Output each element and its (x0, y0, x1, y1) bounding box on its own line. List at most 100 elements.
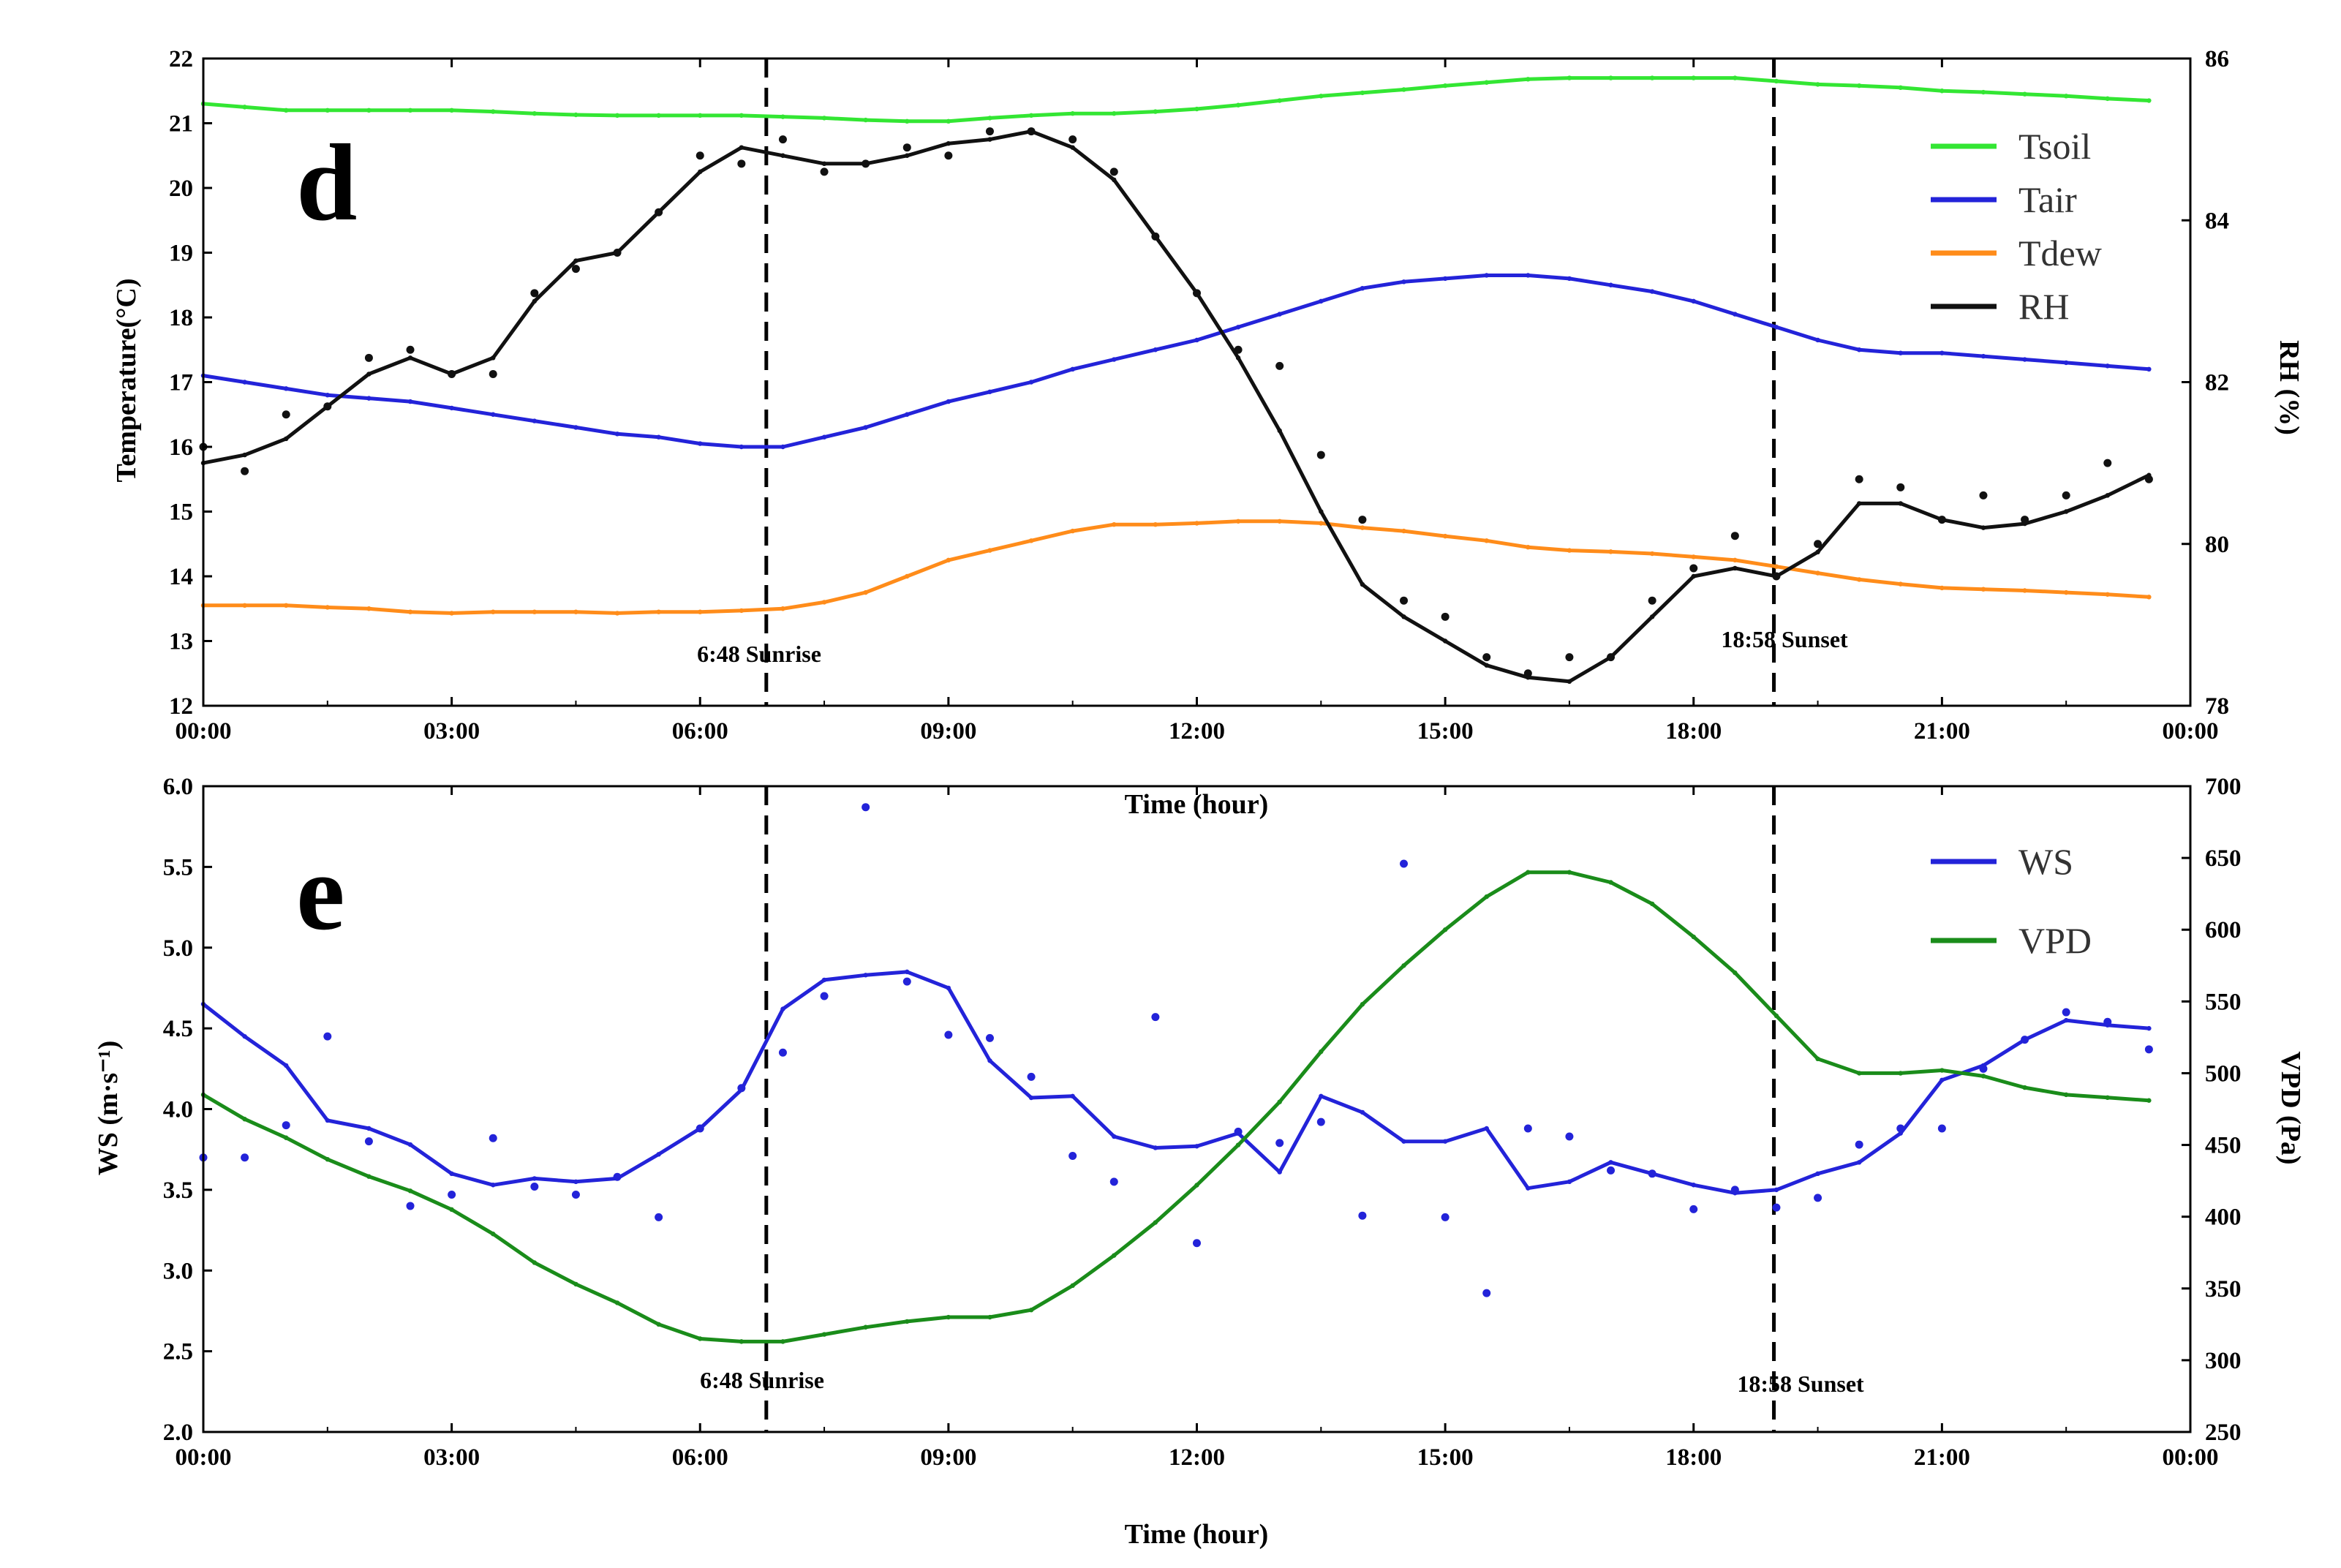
panel-d-ytick-left-label: 19 (169, 241, 193, 267)
panel-e-ws-marker (1856, 1160, 1862, 1165)
panel-d-tair-marker (1608, 282, 1613, 287)
panel-d-tsoil-marker (1815, 82, 1820, 87)
panel-e-ws-observations-point (241, 1153, 249, 1162)
panel-e-ws-marker (1401, 1139, 1406, 1144)
panel-e-ws-marker (1112, 1134, 1117, 1139)
panel-d-xtick-label: 06:00 (672, 718, 728, 745)
panel-e-vpd-marker (491, 1232, 496, 1237)
panel-d-ytick-right-label: 82 (2205, 370, 2229, 396)
panel-e-ws-observations-point (1441, 1213, 1450, 1221)
panel-d-tsoil-marker (1070, 111, 1075, 116)
panel-e-ytick-right-label: 250 (2205, 1420, 2242, 1446)
panel-e-ws-observations-point (1565, 1132, 1574, 1141)
panel-e-ws-marker (2146, 1025, 2152, 1031)
panel-d-tdew-marker (1608, 549, 1613, 554)
panel-e-ws-observations-point (448, 1190, 456, 1199)
panel-d-tsoil-marker (1898, 85, 1903, 91)
panel-d-xtick-label: 00:00 (2163, 718, 2219, 745)
panel-d-rh-observations-point (1068, 135, 1077, 144)
panel-d-tdew-marker (2063, 589, 2069, 595)
panel-d-rh-observations-point (778, 135, 787, 144)
panel-d-event-label-6-48-sunrise: 6:48 Sunrise (697, 641, 821, 667)
panel-d-ytick-right-label: 78 (2205, 693, 2229, 720)
panel-e-ytick-right-label: 350 (2205, 1276, 2242, 1303)
panel-e-xtick-label: 00:00 (2163, 1444, 2219, 1471)
panel-e-vpd-marker (1070, 1283, 1075, 1289)
panel-d-rh-marker (2105, 493, 2110, 498)
panel-e-ytick-left-label: 6.0 (163, 774, 193, 800)
panel-d-ytick-left-label: 14 (169, 564, 193, 590)
panel-e-ws-observations-point (778, 1048, 787, 1057)
panel-d-tair-marker (1235, 325, 1241, 330)
panel-d-rh-marker (698, 169, 703, 175)
panel-e-vpd-marker (1484, 894, 1489, 900)
panel-d-tair-marker (242, 380, 247, 385)
panel-e-ws-marker (366, 1126, 372, 1131)
panel-d-tair-marker (1733, 312, 1738, 317)
panel-d-tair-marker (739, 444, 744, 450)
panel-e-ws-observations-point (1275, 1139, 1284, 1147)
panel-d-event-label-18-58-sunset: 18:58 Sunset (1721, 626, 1848, 652)
panel-d-tsoil-marker (2146, 98, 2152, 103)
panel-d-xtick-label: 12:00 (1169, 718, 1225, 745)
panel-e-ws-observations-point (1400, 859, 1409, 868)
panel-d-tair-marker (449, 405, 454, 411)
panel-e-ws-observations-point (1814, 1194, 1822, 1202)
panel-e-vpd-marker (1442, 927, 1448, 932)
panel-e-ws-observations-point (737, 1084, 746, 1093)
panel-d-xtick-label: 00:00 (176, 718, 232, 745)
panel-e-ytick-left-label: 2.5 (163, 1339, 193, 1365)
panel-e-ws-marker (532, 1176, 538, 1181)
panel-e-vpd-marker (863, 1324, 868, 1330)
panel-d-tair-marker (656, 434, 661, 440)
panel-d-rh-marker (1319, 509, 1324, 514)
panel-d-rh-marker (1733, 565, 1738, 571)
panel-e-ws-marker (656, 1152, 661, 1157)
panel-d-tsoil-marker (2063, 94, 2069, 99)
panel-e-xtick-label: 06:00 (672, 1444, 728, 1471)
panel-e-vpd-marker (284, 1135, 289, 1140)
panel-e-ws-observations-point (1607, 1166, 1616, 1175)
panel-d-tdew-marker (1733, 557, 1738, 563)
panel-d-rh-observations-point (1814, 540, 1822, 549)
panel-d-tdew-marker (366, 606, 372, 611)
panel-d-tair-marker (2022, 357, 2027, 362)
panel-e-ws-observations-point (1979, 1064, 1988, 1073)
panel-e-ytick-right-label: 300 (2205, 1348, 2242, 1374)
panel-d-rh-observations-point (737, 159, 746, 168)
panel-d-tsoil-marker (1608, 75, 1613, 80)
panel-d-rh-observations-point (985, 127, 994, 136)
panel-d-tair-marker (491, 412, 496, 417)
panel-e-ws-marker (2063, 1017, 2069, 1023)
panel-e-ws-observations-point (2021, 1036, 2029, 1044)
panel-e-ws-marker (1070, 1093, 1075, 1099)
panel-e-ws-observations-point (2062, 1008, 2070, 1017)
panel-e-vpd-marker (1980, 1074, 1986, 1079)
panel-e-ws-line (202, 970, 2149, 1195)
panel-e-vpd-marker (656, 1322, 661, 1327)
panel-d-rh-observations-point (613, 249, 622, 257)
panel-d-tdew-marker (242, 603, 247, 608)
panel-d-tsoil-marker (366, 108, 372, 113)
panel-e-ws-observations-point (1234, 1127, 1243, 1136)
panel-d-tsoil-marker (573, 112, 578, 118)
panel-d-tdew-marker (656, 609, 661, 614)
panel-d-tdew-marker (1153, 522, 1158, 527)
panel-e-ws-observations-point (2144, 1045, 2153, 1054)
panel-e-ytick-left-label: 4.5 (163, 1016, 193, 1042)
panel-d-tair-marker (2105, 363, 2110, 369)
panel-d-rh-marker (739, 145, 744, 150)
panel-d-rh-observations-point (1689, 564, 1698, 573)
panel-d-tsoil-marker (1649, 75, 1655, 80)
panel-e-vpd-marker (739, 1339, 744, 1344)
panel-d-tdew-marker (863, 589, 868, 595)
panel-d-rh-observations-point (1275, 361, 1284, 370)
panel-d-ytick-right-label: 86 (2205, 46, 2229, 72)
panel-d-legend-label-tair: Tair (2018, 179, 2077, 220)
panel-d-tair-marker (1028, 380, 1034, 385)
panel-e-vpd-marker (573, 1281, 578, 1287)
panel-e-ws-observations-point (323, 1032, 332, 1041)
panel-e-xtick-label: 09:00 (920, 1444, 976, 1471)
panel-d-ytick-left-label: 21 (169, 111, 193, 137)
